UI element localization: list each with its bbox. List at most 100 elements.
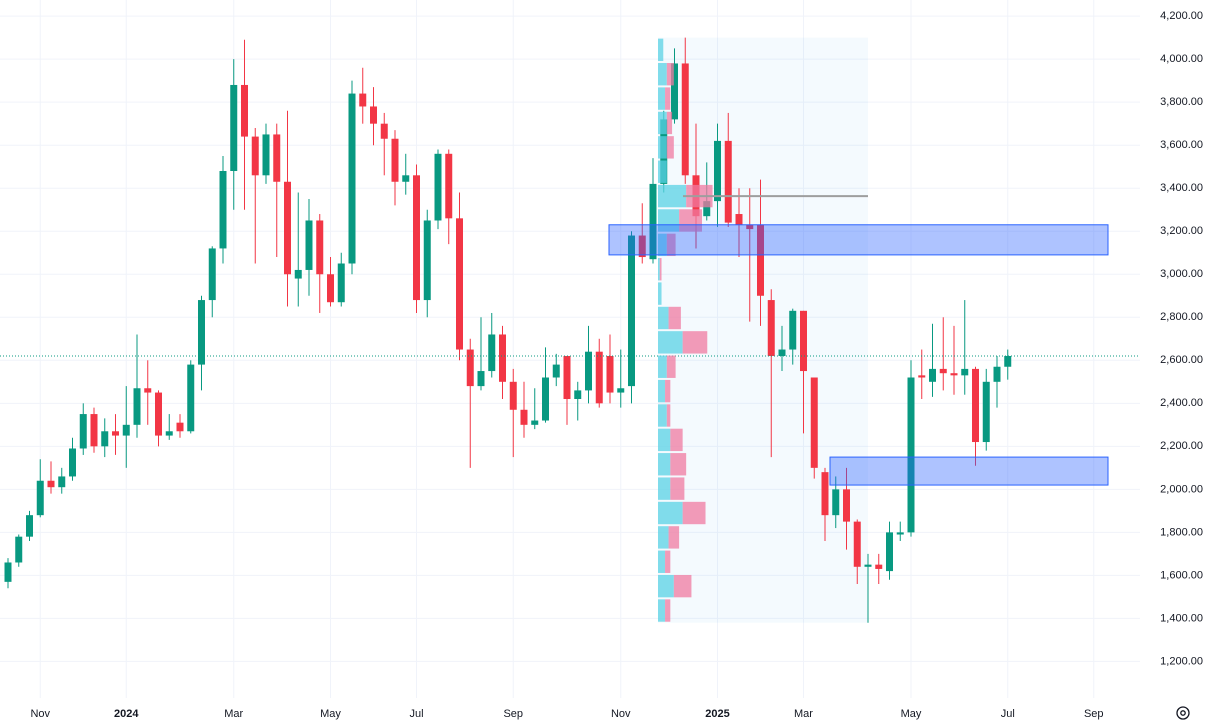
candle-body: [875, 564, 883, 569]
y-tick-label: 3,600.00: [1160, 139, 1203, 151]
candle-body: [961, 368, 969, 376]
candle-body: [509, 381, 517, 410]
x-tick-label: Nov: [30, 708, 50, 720]
profile-up: [658, 428, 671, 452]
candle-body: [681, 63, 689, 176]
y-tick-label: 1,400.00: [1160, 612, 1203, 624]
candle-body: [26, 515, 33, 537]
profile-up: [658, 501, 683, 525]
candle-body: [520, 409, 528, 425]
profile-up: [658, 599, 666, 622]
candle-body: [413, 175, 420, 301]
candle-body: [187, 364, 195, 432]
profile-down: [665, 87, 671, 110]
profile-up: [658, 331, 683, 354]
candle-body: [337, 263, 345, 303]
y-tick-label: 3,800.00: [1160, 96, 1203, 108]
settings-button[interactable]: [1176, 706, 1190, 720]
profile-down: [682, 331, 708, 354]
profile-up: [658, 404, 667, 427]
x-tick-label: May: [320, 708, 341, 720]
profile-down: [668, 306, 681, 330]
candle-body: [767, 300, 775, 356]
profile-up: [658, 111, 667, 135]
candle-body: [15, 536, 23, 563]
candle-body: [735, 214, 743, 225]
overlay-layer: [0, 38, 1140, 622]
candle-body: [122, 424, 130, 436]
candle-body: [671, 63, 678, 120]
candle-body: [789, 310, 797, 350]
profile-up: [658, 209, 680, 232]
profile-up: [658, 184, 687, 208]
profile-up: [658, 136, 667, 159]
x-tick-label: Nov: [611, 708, 631, 720]
profile-down: [682, 501, 706, 525]
y-tick-label: 2,200.00: [1160, 440, 1203, 452]
x-tick-label: Jul: [409, 708, 423, 720]
candle-body: [585, 351, 592, 391]
candle-body: [1004, 355, 1012, 367]
y-tick-label: 1,800.00: [1160, 526, 1203, 538]
y-tick-label: 3,000.00: [1160, 268, 1203, 280]
candle-body: [101, 431, 109, 447]
profile-down: [666, 136, 674, 159]
profile-down: [665, 550, 671, 573]
candle-body: [380, 123, 388, 139]
candle-body: [176, 422, 184, 432]
candle-body: [606, 355, 614, 393]
candle-body: [165, 431, 173, 436]
profile-up: [658, 453, 671, 476]
candle-body: [219, 171, 227, 249]
candle-body: [778, 349, 786, 356]
candle-body: [886, 532, 893, 572]
candle-body: [79, 414, 87, 449]
candle-body: [47, 480, 55, 488]
background-layer: [658, 37, 868, 623]
candle-body: [133, 388, 141, 425]
candle-body: [488, 334, 496, 372]
candle-body: [348, 93, 356, 264]
x-tick-label: Mar: [794, 708, 813, 720]
candle-body: [499, 334, 506, 382]
candle-body: [391, 138, 399, 182]
candle-body: [810, 377, 818, 468]
x-tick-label: Mar: [224, 708, 243, 720]
candle-body: [800, 310, 807, 372]
candle-body: [262, 134, 270, 176]
candle-body: [896, 532, 904, 535]
profile-down: [665, 379, 671, 403]
candle-body: [370, 106, 377, 124]
candle-body: [552, 364, 560, 378]
candle-body: [638, 235, 646, 258]
profile-down: [670, 453, 687, 476]
x-tick-label: Jul: [1001, 708, 1015, 720]
candle-body: [864, 564, 872, 567]
profile-down: [665, 599, 671, 622]
candle-body: [821, 472, 829, 516]
candle-body: [563, 355, 571, 400]
y-tick-label: 1,600.00: [1160, 569, 1203, 581]
profile-down: [670, 428, 683, 452]
y-tick-label: 3,400.00: [1160, 182, 1203, 194]
candle-body: [853, 521, 861, 567]
candle-body: [241, 84, 248, 137]
candle-body: [90, 414, 98, 447]
profile-up: [658, 526, 669, 549]
candle-body: [939, 368, 947, 374]
profile-down: [670, 477, 685, 500]
candle-body: [950, 373, 958, 376]
profile-range: [658, 37, 868, 623]
candle-body: [198, 300, 205, 365]
y-tick-label: 4,200.00: [1160, 10, 1203, 22]
candle-body: [284, 181, 291, 275]
candle-body: [574, 390, 582, 400]
candle-body: [918, 375, 926, 378]
y-tick-label: 2,600.00: [1160, 354, 1203, 366]
profile-down: [673, 574, 692, 598]
profile-down: [666, 111, 673, 135]
profile-down: [679, 209, 702, 232]
candle-body: [316, 220, 324, 275]
